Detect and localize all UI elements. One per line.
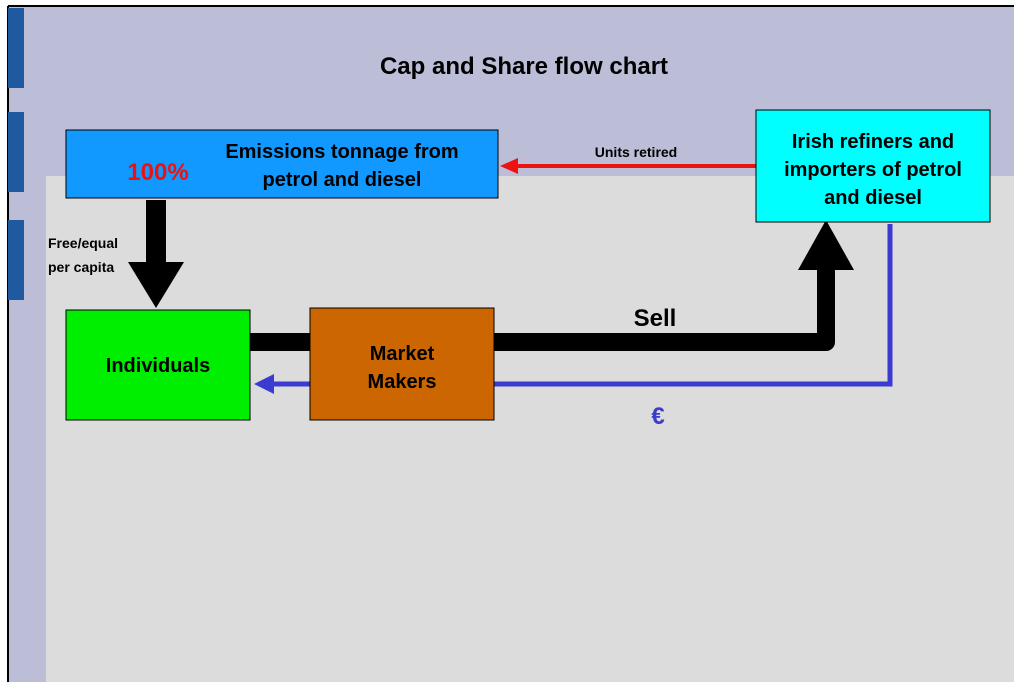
node-emissions [65,129,499,199]
side-tab [8,8,24,88]
edge-label: per capita [48,259,114,275]
edge-label: € [651,403,664,430]
node-refiners [755,109,991,223]
edge-label: Sell [634,305,677,332]
arrow-shaft [146,200,166,264]
node-label: Irish refiners and [792,131,954,153]
node-label: Makers [368,371,437,393]
side-tab [8,112,24,192]
edge-label: Free/equal [48,235,118,251]
arrowhead [500,158,518,174]
arrowhead [128,262,184,308]
node-label: petrol and diesel [263,169,422,191]
badge: 100% [127,159,188,186]
node-individuals [65,309,251,421]
arrowhead [254,374,274,394]
side-tab [8,220,24,300]
edge-label: Units retired [595,144,677,160]
node-label: importers of petrol [784,159,962,181]
node-label: Market [370,343,435,365]
node-market-makers [309,307,495,421]
node-label: Emissions tonnage from [225,141,458,163]
arrowhead [798,220,854,270]
node-label: and diesel [824,187,922,209]
node-label: Individuals [106,355,210,377]
content-area [46,176,1014,682]
title: Cap and Share flow chart [380,53,668,80]
